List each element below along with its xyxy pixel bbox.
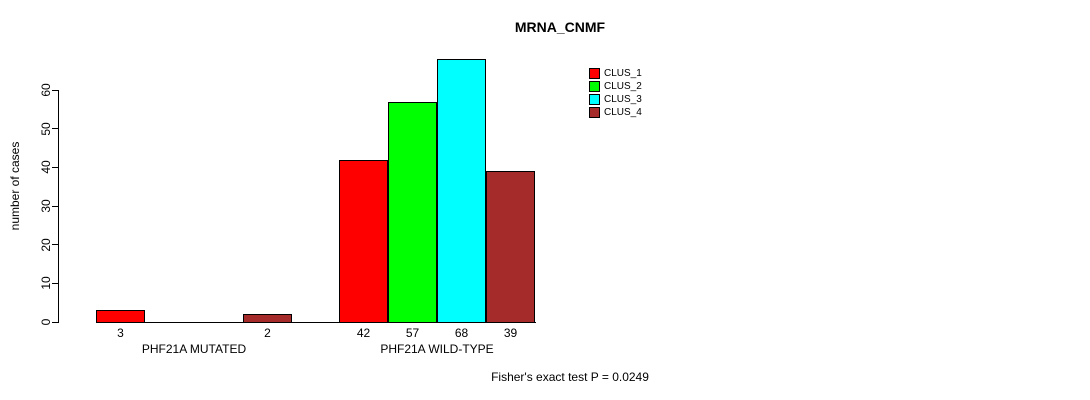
legend-label: CLUS_3 — [604, 94, 642, 105]
category-label: PHF21A WILD-TYPE — [380, 342, 494, 356]
bar-CLUS_4 — [243, 314, 292, 323]
y-tick-mark — [52, 89, 59, 91]
y-tick-label: 50 — [39, 121, 53, 136]
bar-value-label: 68 — [454, 326, 469, 340]
legend-label: CLUS_1 — [604, 68, 642, 79]
bar-value-label: 3 — [117, 326, 124, 340]
bar-value-label: 2 — [264, 326, 271, 340]
legend-swatch-CLUS_3 — [589, 94, 600, 105]
y-tick-label: 30 — [39, 199, 53, 213]
annotation-text: Fisher's exact test P = 0.0249 — [491, 370, 649, 384]
y-tick-mark — [52, 128, 59, 130]
y-tick-label: 10 — [39, 276, 53, 291]
legend-item: CLUS_1 — [589, 68, 659, 79]
y-tick-mark — [52, 205, 59, 207]
y-tick-mark — [52, 166, 59, 168]
legend-swatch-CLUS_1 — [589, 68, 600, 79]
y-tick-mark — [52, 244, 59, 246]
legend-item: CLUS_3 — [589, 94, 659, 105]
chart-title: MRNA_CNMF — [514, 19, 606, 35]
legend-label: CLUS_4 — [604, 107, 642, 118]
bar-CLUS_2 — [388, 102, 437, 323]
y-axis-label: number of cases — [8, 141, 22, 231]
bar-CLUS_1 — [96, 310, 145, 323]
legend-swatch-CLUS_2 — [589, 81, 600, 92]
y-axis-line — [58, 90, 59, 323]
legend-swatch-CLUS_4 — [589, 107, 600, 118]
legend-item: CLUS_4 — [589, 107, 659, 118]
y-tick-label: 60 — [39, 83, 53, 97]
y-tick-label: 0 — [39, 318, 53, 326]
bar-value-label: 39 — [503, 326, 518, 340]
bar-value-label: 57 — [405, 326, 420, 340]
y-tick-mark — [52, 282, 59, 284]
x-baseline — [96, 322, 536, 323]
legend-item: CLUS_2 — [589, 81, 659, 92]
category-label: PHF21A MUTATED — [141, 342, 247, 356]
bar-value-label: 42 — [356, 326, 371, 340]
bar-CLUS_4 — [486, 171, 535, 323]
bar-CLUS_3 — [437, 59, 486, 323]
y-tick-label: 40 — [39, 160, 53, 175]
bar-CLUS_1 — [339, 160, 388, 323]
y-tick-label: 20 — [39, 237, 53, 252]
y-tick-mark — [52, 321, 59, 323]
legend-label: CLUS_2 — [604, 81, 642, 92]
